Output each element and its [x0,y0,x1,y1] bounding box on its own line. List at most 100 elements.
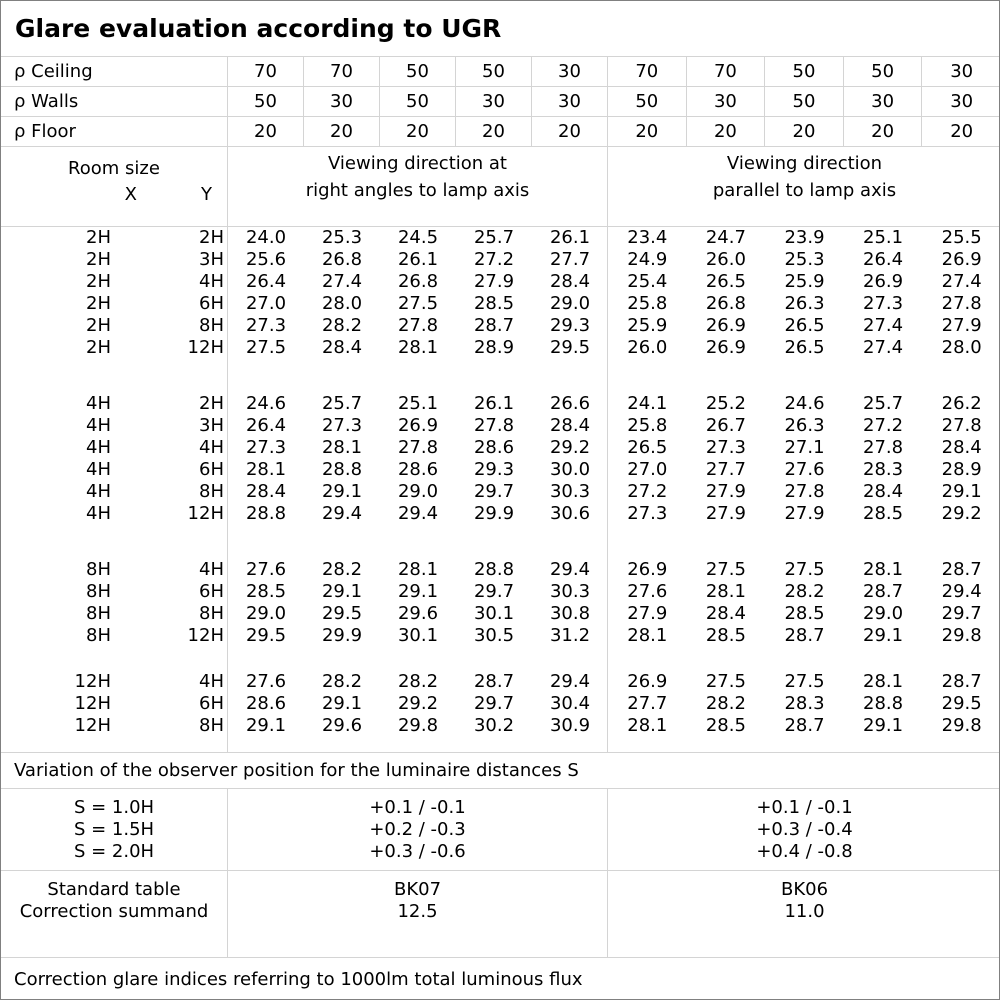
ugr-value: 28.1 [705,581,746,602]
ugr-value: 30.3 [549,481,591,502]
ugr-value: 27.9 [705,481,746,502]
ugr-value: 29.4 [549,559,591,580]
ugr-value: 27.2 [473,249,515,270]
ugr-value: 27.9 [627,603,668,624]
ugr-table-row: 2H 12H 27.5 28.4 28.1 28.9 29.5 26.0 26.9 26.5 27.… [1,337,999,359]
ugr-value: 29.1 [321,481,363,502]
ugr-value: 26.0 [705,249,746,270]
ugr-value: 27.5 [784,559,825,580]
ugr-value: 27.3 [863,293,904,314]
ugr-value: 27.3 [705,437,746,458]
room-size-x-value: 2H [86,293,111,314]
ugr-value: 25.9 [627,315,668,336]
ugr-value: 26.9 [627,671,668,692]
ugr-value: 28.0 [941,337,982,358]
reflectance-value: 20 [304,117,380,146]
direction-header-line: Viewing direction at [328,153,507,174]
room-size-y-label: Y [201,184,212,205]
ugr-value: 30.0 [549,459,591,480]
room-size-y-value: 2H [199,393,224,414]
variation-note: Variation of the observer position for t… [1,753,999,789]
ugr-value: 29.1 [863,715,904,736]
ugr-value: 28.4 [863,481,904,502]
ugr-value: 27.8 [473,415,515,436]
spacing-values-parallel: +0.1 / -0.1 +0.3 / -0.4 +0.4 / -0.8 [608,789,999,870]
ugr-value: 30.9 [549,715,591,736]
reflectance-value: 70 [687,57,766,86]
reflectance-value: 20 [765,117,844,146]
spacing-label: S = 1.5H [73,819,155,840]
standard-table-section: Standard table Correction summand BK07 1… [1,871,999,958]
ugr-value: 27.4 [941,271,982,292]
ugr-value: 27.8 [941,293,982,314]
room-size-y-value: 8H [199,715,224,736]
ugr-value: 27.3 [321,415,363,436]
room-size-x-value: 12H [74,671,111,692]
correction-summand-value: 11.0 [784,901,825,922]
reflectance-value: 20 [380,117,456,146]
ugr-value: 28.2 [321,315,363,336]
ugr-value: 25.6 [245,249,287,270]
direction-header-right-angles: Viewing direction at right angles to lam… [228,147,608,226]
ugr-value: 27.2 [863,415,904,436]
ugr-value: 29.1 [321,581,363,602]
ugr-value: 28.8 [245,503,287,524]
standard-table-value: BK06 [780,879,829,900]
page-title: Glare evaluation according to UGR [1,1,999,57]
reflectance-value: 30 [844,87,923,116]
standard-table-right-angles: BK07 12.5 [228,871,608,957]
ugr-value: 27.7 [627,693,668,714]
ugr-value: 29.4 [321,503,363,524]
ugr-value: 25.9 [784,271,825,292]
ugr-value: 28.7 [863,581,904,602]
reflectance-value: 30 [950,91,974,112]
reflectance-value: 50 [380,57,456,86]
ugr-value: 26.1 [397,249,439,270]
room-size-y-value: 6H [199,459,224,480]
reflectance-value: 30 [532,57,608,86]
ugr-value: 29.0 [863,603,904,624]
ugr-value: 28.1 [397,337,439,358]
ugr-value: 27.5 [784,671,825,692]
ugr-value: 28.2 [321,559,363,580]
ugr-value: 28.4 [549,271,591,292]
room-size-y-value: 8H [199,481,224,502]
ugr-value: 29.1 [321,693,363,714]
standard-table-value: BK07 [393,879,442,900]
ugr-value: 28.1 [627,715,668,736]
direction-header-line: parallel to lamp axis [712,180,897,201]
ugr-value: 26.3 [784,293,825,314]
reflectance-row: ρ Floor 20 20 20 20 20 20 20 20 20 20 [1,117,999,147]
ugr-value: 27.5 [245,337,287,358]
ugr-value: 29.1 [245,715,287,736]
ugr-value: 28.4 [321,337,363,358]
reflectance-value: 70 [228,57,304,86]
ugr-value: 30.2 [473,715,515,736]
ugr-value: 26.0 [627,337,668,358]
room-size-x-value: 4H [86,503,111,524]
ugr-value: 28.8 [863,693,904,714]
ugr-value: 29.5 [941,693,982,714]
ugr-value: 25.8 [627,293,668,314]
room-size-x-label: X [124,184,137,205]
ugr-value: 26.4 [863,249,904,270]
ugr-value: 29.8 [941,625,982,646]
ugr-value: 30.1 [473,603,515,624]
ugr-value: 26.4 [245,271,287,292]
ugr-value: 25.7 [863,393,904,414]
spacing-label: S = 2.0H [73,841,155,862]
ugr-value: 26.9 [627,559,668,580]
ugr-value: 28.7 [473,671,515,692]
ugr-value: 30.4 [549,693,591,714]
ugr-value: 29.9 [473,503,515,524]
group-gap [1,647,999,671]
ugr-value: 29.4 [397,503,439,524]
ugr-value: 25.1 [863,227,904,248]
ugr-value: 28.4 [549,415,591,436]
group-column-divider [607,227,608,752]
spacing-value: +0.4 / -0.8 [756,841,853,862]
ugr-value: 28.3 [863,459,904,480]
ugr-value: 24.0 [245,227,287,248]
standard-table-labels: Standard table Correction summand [1,871,228,957]
ugr-value: 26.9 [863,271,904,292]
